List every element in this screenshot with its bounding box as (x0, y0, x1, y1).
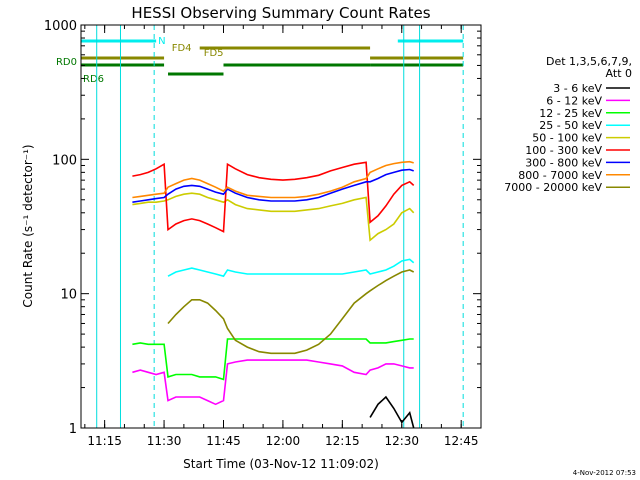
series-line (167, 269, 415, 355)
x-tick-label: 11:15 (87, 434, 122, 448)
flag-bars: N FD4 FD5 RD0 RD6 (56, 36, 464, 85)
x-axis: 11:15 11:30 11:45 12:00 12:15 12:30 12:45 (84, 25, 482, 448)
legend-label: 300 - 800 keV (525, 156, 602, 169)
y-tick-label: 1 (69, 422, 77, 437)
series-line (369, 395, 415, 429)
x-tick-label: 12:45 (444, 434, 479, 448)
x-tick-label: 12:00 (266, 434, 301, 448)
x-tick-label: 12:15 (325, 434, 360, 448)
timestamp: 4-Nov-2012 07:53 (573, 469, 636, 477)
series-line (132, 160, 414, 199)
plot-frame (80, 24, 482, 429)
legend-label: 7000 - 20000 keV (504, 181, 602, 194)
y-axis-label: Count Rate (s⁻¹ detector⁻¹) (21, 144, 35, 307)
x-tick-label: 11:45 (206, 434, 241, 448)
legend-label: 25 - 50 keV (539, 119, 602, 132)
flag-label: FD4 (172, 43, 192, 54)
series-line (132, 338, 414, 381)
y-tick-label: 100 (52, 153, 77, 168)
series-lines (132, 160, 415, 429)
legend-label: 100 - 300 keV (525, 144, 602, 157)
legend-label: 50 - 100 keV (532, 132, 602, 145)
legend-subtitle: Att 0 (606, 67, 632, 80)
flag-label: RD6 (83, 74, 104, 85)
x-axis-label: Start Time (03-Nov-12 11:09:02) (183, 457, 379, 471)
series-line (132, 359, 414, 406)
legend-title: Det 1,3,5,6,7,9, (546, 55, 632, 68)
flag-label: FD5 (204, 48, 224, 59)
legend-label: 800 - 7000 keV (518, 169, 602, 182)
legend-label: 6 - 12 keV (546, 94, 602, 107)
attenuator-boxes (96, 25, 421, 428)
y-tick-label: 1000 (44, 19, 77, 34)
y-axis: 1 10 100 1000 (44, 19, 481, 437)
series-line (132, 161, 415, 233)
dashed-markers (153, 25, 464, 428)
series-line (132, 168, 414, 203)
y-tick-label: 10 (60, 288, 77, 303)
legend-label: 3 - 6 keV (553, 82, 602, 95)
flag-label: RD0 (56, 57, 77, 68)
x-tick-label: 11:30 (147, 434, 182, 448)
flag-label: N (158, 36, 165, 47)
legend-label: 12 - 25 keV (539, 107, 602, 120)
series-line (167, 258, 415, 278)
series-line (132, 192, 415, 242)
x-tick-label: 12:30 (384, 434, 419, 448)
chart-title: HESSI Observing Summary Count Rates (131, 4, 430, 22)
